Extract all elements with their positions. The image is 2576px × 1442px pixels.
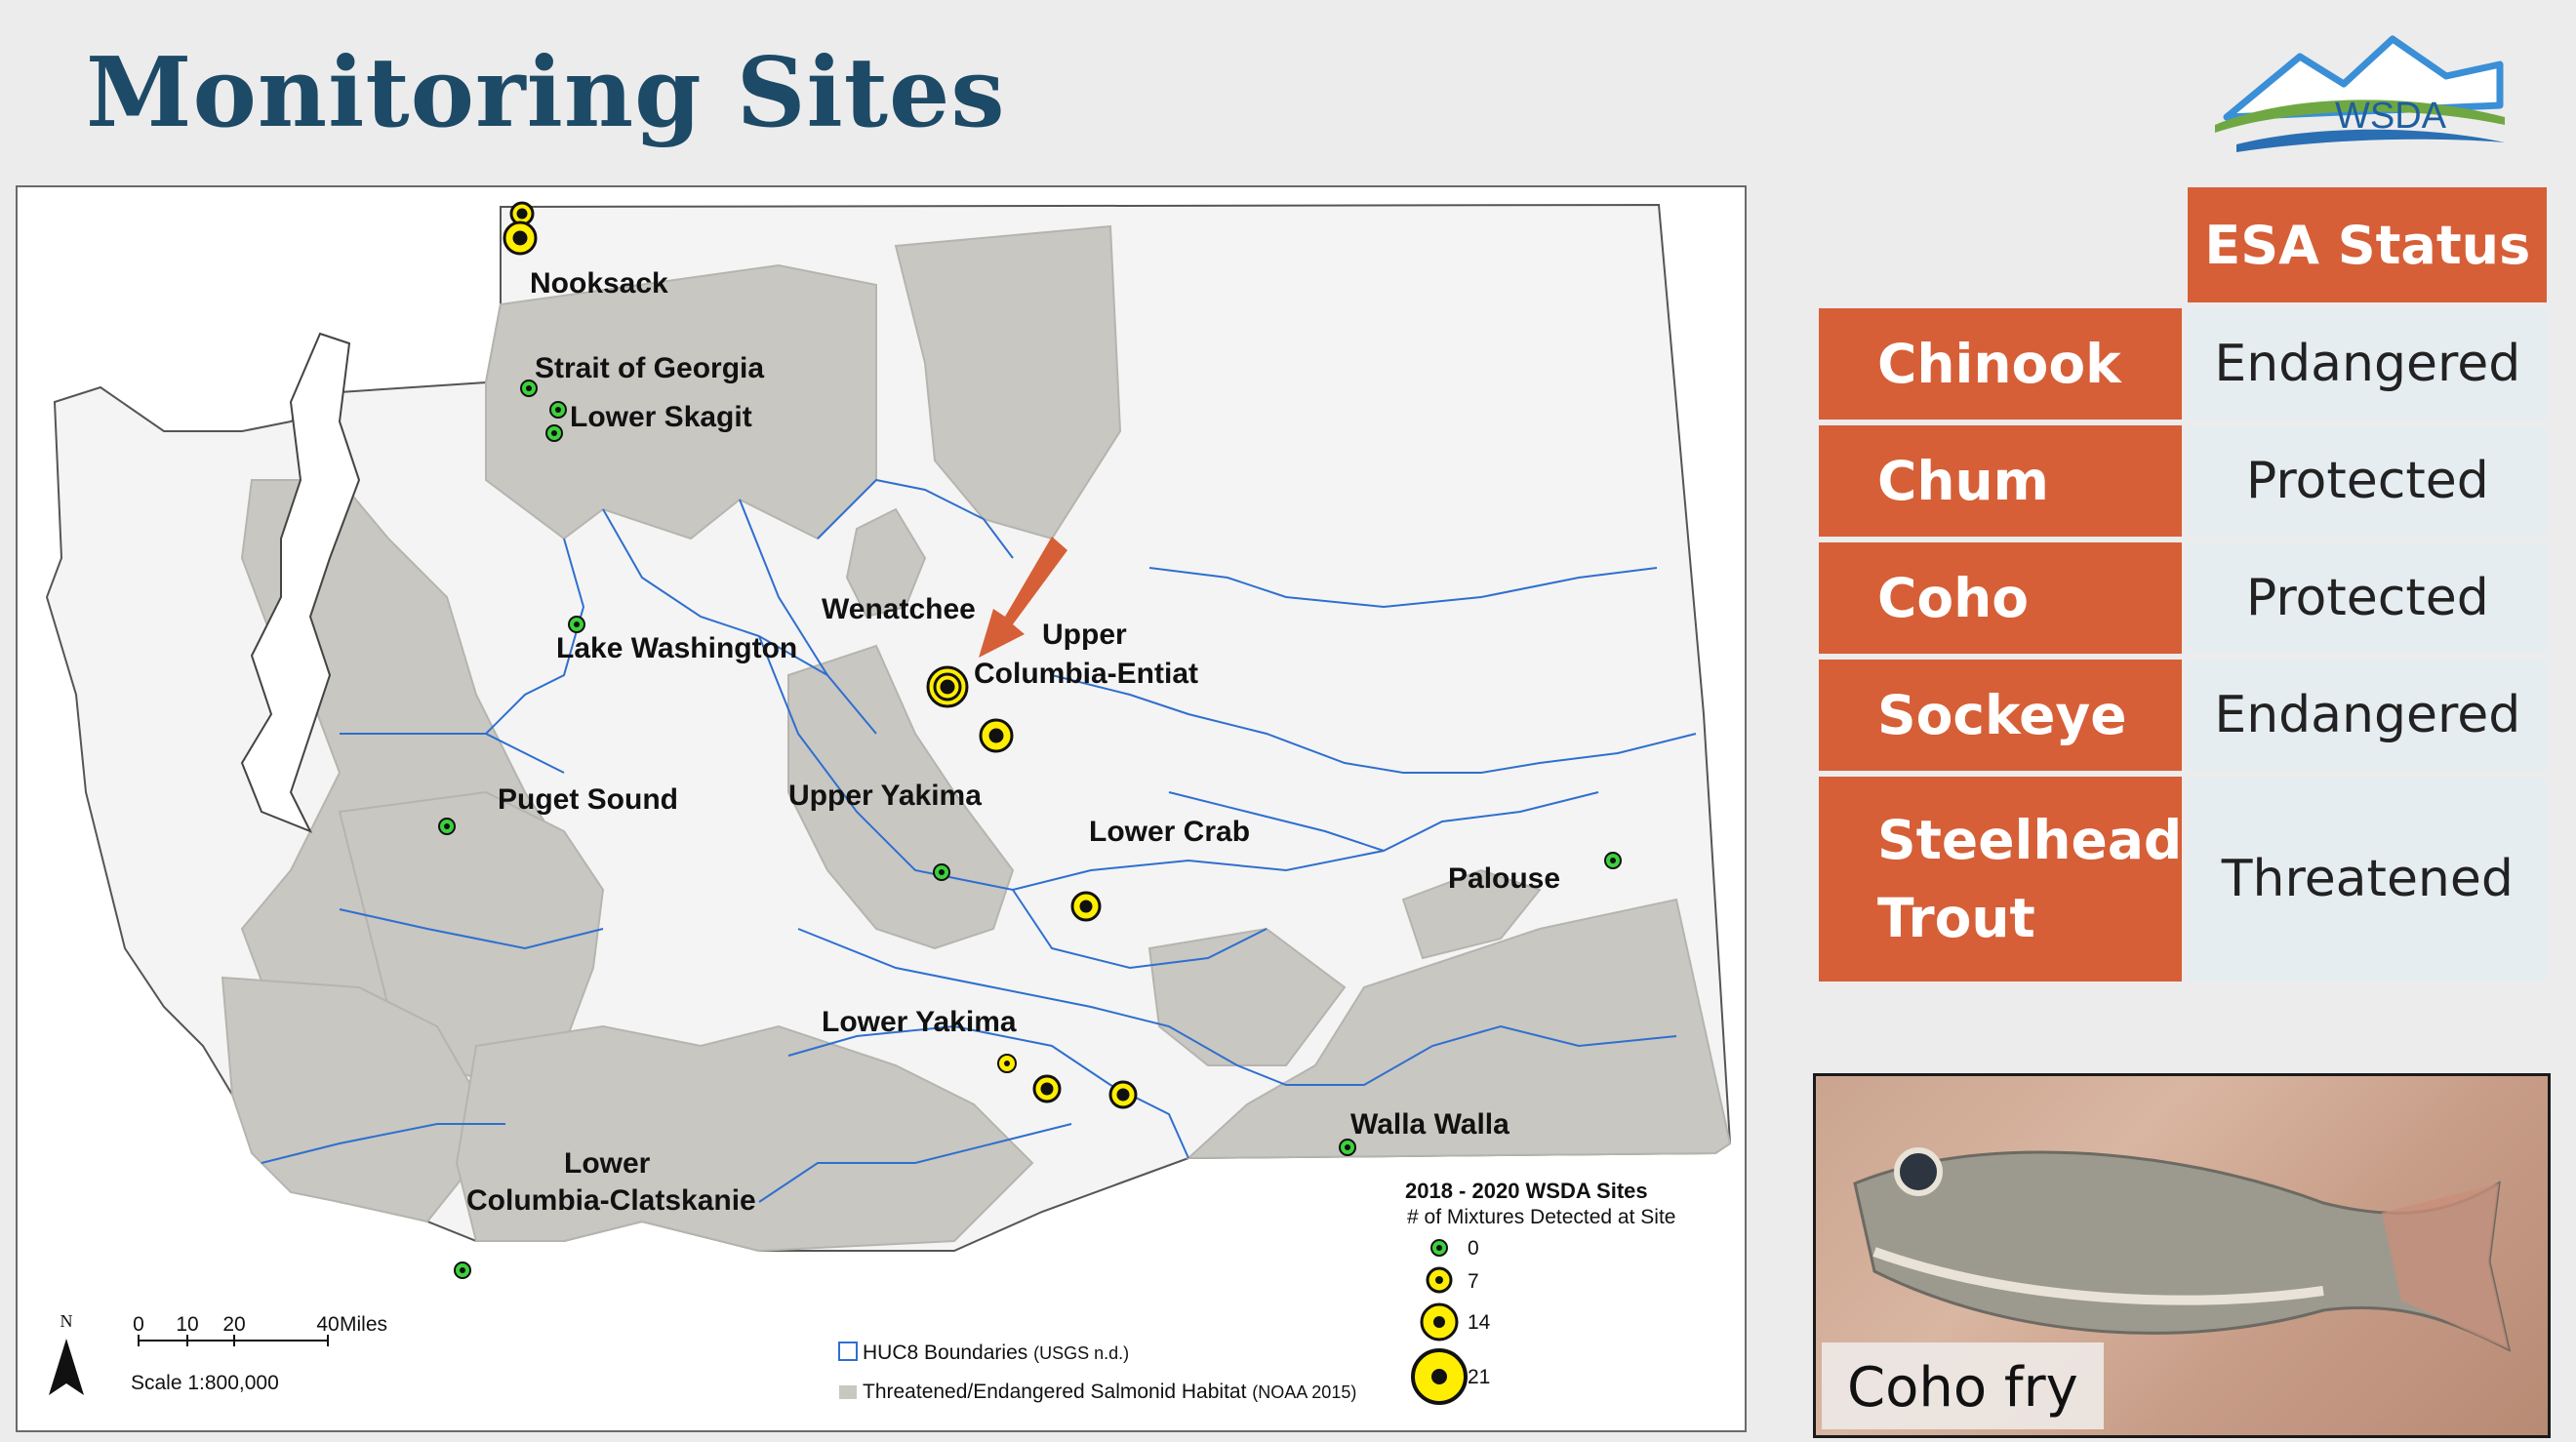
legend-habitat: Threatened/Endangered Salmonid Habitat (…	[863, 1381, 1356, 1403]
highlight-arrow	[979, 537, 1067, 658]
svg-text:0: 0	[133, 1313, 144, 1336]
svg-text:40: 40	[316, 1313, 339, 1336]
site-lower-skagit-1	[549, 401, 567, 419]
site-lower-skagit-2	[545, 424, 563, 442]
species-chum: Chum	[1819, 425, 2183, 537]
status-sockeye: Endangered	[2188, 660, 2548, 771]
header-empty	[1819, 187, 2182, 302]
site-lake-washington	[568, 616, 585, 633]
label-upper: Upper	[1042, 619, 1127, 651]
north-label: N	[60, 1311, 73, 1331]
scale-ratio: Scale 1:800,000	[131, 1372, 279, 1394]
label-lower-skagit: Lower Skagit	[570, 401, 752, 433]
legend-huc8: HUC8 Boundaries (USGS n.d.)	[863, 1342, 1129, 1364]
site-strait-georgia	[520, 380, 538, 397]
legend-subtitle: # of Mixtures Detected at Site	[1407, 1206, 1675, 1228]
label-columbia-entiat: Columbia-Entiat	[974, 658, 1198, 690]
site-lower-crab	[1070, 891, 1102, 922]
site-palouse	[1604, 852, 1622, 869]
site-nooksack-1	[509, 201, 535, 226]
washington-map: Nooksack Strait of Georgia Lower Skagit …	[16, 185, 1747, 1432]
status-coho: Protected	[2188, 542, 2548, 654]
site-walla-walla	[1339, 1139, 1356, 1156]
huc8-boundaries	[261, 478, 1697, 1203]
svg-text:20: 20	[222, 1313, 245, 1336]
label-nooksack: Nooksack	[530, 267, 668, 300]
species-sockeye: Sockeye	[1819, 660, 2183, 771]
site-markers	[438, 201, 1622, 1279]
site-nooksack-2	[503, 220, 538, 256]
label-upper-yakima: Upper Yakima	[788, 780, 982, 812]
esa-status-table: ESA Status Chinook Endangered Chum Prote…	[1813, 181, 2553, 987]
sites-legend: 2018 - 2020 WSDA Sites # of Mixtures Det…	[1405, 1179, 1675, 1405]
north-arrow: N	[49, 1311, 84, 1395]
site-upper-yakima	[933, 863, 950, 881]
legend-title: 2018 - 2020 WSDA Sites	[1405, 1179, 1648, 1203]
label-puget-sound: Puget Sound	[498, 783, 678, 816]
site-lower-columbia	[454, 1262, 471, 1279]
label-lake-washington: Lake Washington	[556, 632, 797, 664]
label-strait-georgia: Strait of Georgia	[535, 352, 764, 384]
site-lower-yakima-3	[1108, 1080, 1138, 1109]
table-row: Sockeye Endangered	[1819, 660, 2548, 771]
status-chum: Protected	[2188, 425, 2548, 537]
status-chinook: Endangered	[2188, 308, 2548, 420]
site-puget-sound	[438, 818, 456, 835]
site-lower-yakima-2	[1032, 1074, 1062, 1103]
svg-text:21: 21	[1468, 1366, 1490, 1388]
coho-fry-photo: Coho fry	[1813, 1073, 2551, 1438]
label-lower-crab: Lower Crab	[1089, 816, 1250, 848]
basin-labels: Nooksack Strait of Georgia Lower Skagit …	[466, 267, 1560, 1217]
logo-mountains	[2223, 35, 2504, 121]
photo-caption: Coho fry	[1822, 1342, 2104, 1429]
logo-text: WSDA	[2335, 96, 2447, 137]
esa-status-header: ESA Status	[2188, 187, 2548, 302]
site-lower-yakima-1	[997, 1054, 1017, 1073]
svg-text:7: 7	[1468, 1270, 1479, 1293]
table-row: Steelhead Trout Threatened	[1819, 777, 2548, 981]
label-walla-walla: Walla Walla	[1350, 1108, 1509, 1141]
logo-green-swoosh	[2215, 100, 2505, 133]
scale-bar: 0 10 20 40 Miles Scale 1:800,000	[131, 1313, 387, 1394]
table-row: Chinook Endangered	[1819, 308, 2548, 420]
logo-blue-swoosh	[2236, 129, 2505, 152]
label-wenatchee: Wenatchee	[822, 593, 976, 625]
label-lower: Lower	[564, 1147, 651, 1180]
puget-sound-water	[240, 332, 361, 833]
table-row: Coho Protected	[1819, 542, 2548, 654]
table-row: Chum Protected	[1819, 425, 2548, 537]
wsda-logo: WSDA	[2215, 35, 2505, 152]
site-upper-columbia-1	[926, 665, 969, 708]
svg-text:Miles: Miles	[340, 1313, 387, 1336]
slide-title: Monitoring Sites	[86, 37, 1006, 149]
fish-illustration	[1853, 1147, 2512, 1352]
svg-text:10: 10	[176, 1313, 198, 1336]
species-steelhead: Steelhead Trout	[1819, 777, 2183, 981]
species-coho: Coho	[1819, 542, 2183, 654]
svg-text:0: 0	[1468, 1237, 1479, 1260]
label-palouse: Palouse	[1448, 862, 1560, 895]
label-columbia-clatskanie: Columbia-Clatskanie	[466, 1184, 756, 1217]
boundary-legend: HUC8 Boundaries (USGS n.d.) Threatened/E…	[838, 1342, 1356, 1403]
site-upper-columbia-2	[979, 718, 1014, 753]
status-steelhead: Threatened	[2188, 777, 2548, 981]
svg-text:14: 14	[1468, 1311, 1491, 1334]
label-lower-yakima: Lower Yakima	[822, 1006, 1017, 1038]
species-chinook: Chinook	[1819, 308, 2183, 420]
